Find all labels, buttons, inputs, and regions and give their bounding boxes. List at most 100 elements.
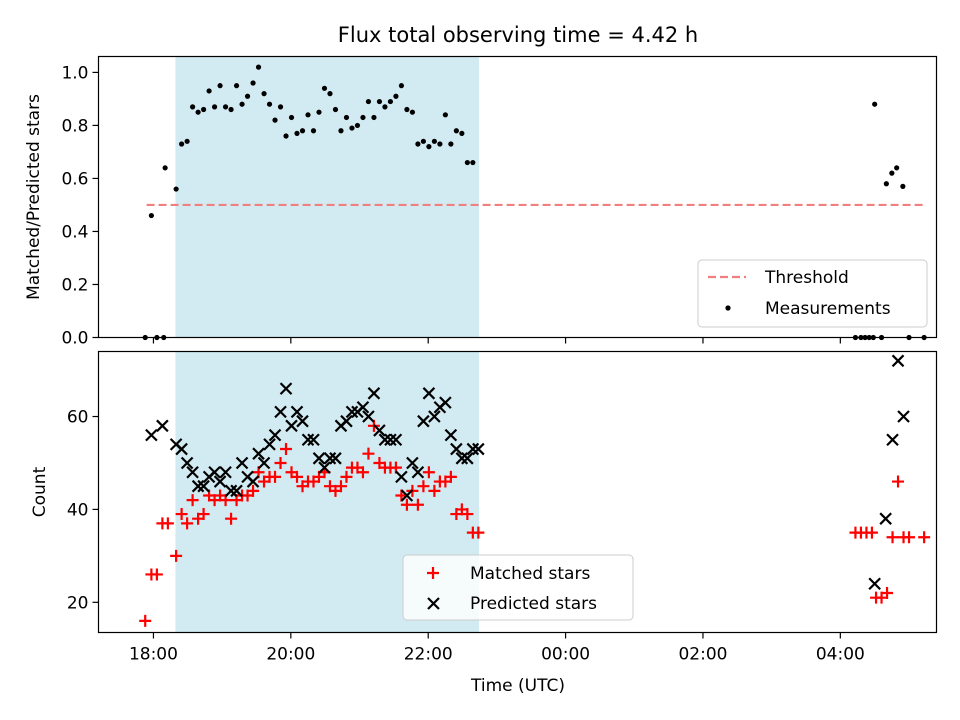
x-tick-label: 20:00 <box>266 645 315 665</box>
predicted-legend-swatch <box>427 597 440 610</box>
y-tick-label: 60 <box>67 408 89 428</box>
predicted-star-marker <box>362 410 375 423</box>
measurement-point <box>409 109 416 115</box>
matched-star-marker <box>161 517 174 530</box>
bottom-y-axis: 20 40 60 <box>67 408 99 613</box>
predicted-star-marker <box>208 465 221 479</box>
predicted-stars-points <box>145 354 910 591</box>
measurement-point <box>244 93 251 99</box>
matched-star-marker <box>274 456 287 469</box>
measurement-point <box>382 104 388 110</box>
predicted-star-marker <box>191 479 205 493</box>
matched-star-marker <box>444 470 457 483</box>
matched-star-marker <box>139 614 152 627</box>
measurement-point <box>872 101 878 107</box>
predicted-star-marker <box>444 428 458 442</box>
measurement-point <box>387 98 394 105</box>
matched-star-marker <box>400 498 413 511</box>
measurement-point <box>420 138 426 144</box>
predicted-star-marker <box>466 442 480 456</box>
predicted-star-marker <box>340 414 353 428</box>
predicted-star-marker <box>186 465 199 479</box>
measurement-point <box>217 83 223 89</box>
predicted-star-marker <box>268 428 282 442</box>
measurement-point <box>200 106 207 113</box>
matched-star-marker <box>197 508 210 521</box>
predicted-star-marker <box>197 479 210 493</box>
measurement-point <box>415 141 421 147</box>
matched-star-marker <box>280 443 293 456</box>
predicted-star-marker <box>235 456 249 470</box>
measurement-point <box>162 165 168 171</box>
predicted-star-marker <box>175 442 188 456</box>
measurement-point <box>883 181 889 187</box>
measurement-point <box>184 138 190 144</box>
measurement-point <box>393 93 399 99</box>
measurements-legend-swatch <box>725 305 731 311</box>
matched-star-marker <box>291 470 304 483</box>
measurement-point <box>283 133 289 139</box>
matched-star-marker <box>892 475 905 488</box>
predicted-star-marker <box>296 414 309 428</box>
predicted-star-marker <box>417 414 430 428</box>
predicted-star-marker <box>461 452 474 465</box>
measurement-point <box>261 91 267 97</box>
measurement-point <box>894 165 900 171</box>
matched-star-marker <box>865 526 878 539</box>
predicted-star-marker <box>356 400 370 414</box>
matched-star-marker <box>417 480 430 493</box>
matched-star-marker <box>886 531 899 544</box>
predicted-legend-label: Predicted stars <box>470 594 597 614</box>
measurement-point <box>288 114 295 121</box>
measurement-point <box>448 141 454 147</box>
measurement-point <box>426 144 432 150</box>
predicted-star-marker <box>145 428 158 442</box>
matched-star-marker <box>247 484 260 497</box>
predicted-star-marker <box>395 470 408 484</box>
predicted-star-marker <box>252 447 265 460</box>
predicted-star-marker <box>411 465 425 479</box>
measurement-points <box>142 64 927 341</box>
measurement-point <box>332 106 339 113</box>
bottom-x-axis: 18:00 20:00 22:00 00:00 02:00 04:00 <box>129 632 865 665</box>
top-legend-box <box>697 259 928 328</box>
matched-legend-label: Matched stars <box>470 564 590 584</box>
predicted-star-marker <box>279 382 293 395</box>
matched-star-marker <box>411 498 424 511</box>
measurement-point <box>470 159 476 166</box>
matched-star-marker <box>225 512 238 525</box>
measurement-point <box>173 186 179 192</box>
y-tick-label: 0.8 <box>61 116 88 136</box>
y-tick-label: 0.6 <box>61 169 88 189</box>
x-tick-label: 00:00 <box>541 645 590 665</box>
predicted-star-marker <box>290 405 304 419</box>
matched-star-marker <box>903 531 916 544</box>
measurement-point <box>294 130 300 136</box>
measurement-point <box>190 104 196 110</box>
x-tick-label: 22:00 <box>404 645 453 665</box>
predicted-star-marker <box>378 433 392 447</box>
y-tick-label: 20 <box>67 593 89 613</box>
predicted-star-marker <box>219 465 232 479</box>
x-tick-label: 04:00 <box>816 645 865 665</box>
bottom-legend: Matched stars Predicted stars <box>402 554 634 621</box>
predicted-star-marker <box>224 484 238 498</box>
predicted-star-marker <box>180 456 194 470</box>
top-x-ticks <box>152 337 841 344</box>
observing-window-shade-top <box>175 56 480 338</box>
matched-star-marker <box>340 470 353 483</box>
measurement-point <box>272 117 278 123</box>
measurement-point <box>179 141 185 147</box>
measurement-point <box>233 83 240 89</box>
matched-star-marker <box>472 526 485 539</box>
matched-star-marker <box>881 587 894 600</box>
matched-star-marker <box>175 508 188 521</box>
threshold-legend-label: Threshold <box>764 268 849 288</box>
measurement-point <box>442 112 448 118</box>
matched-star-marker <box>181 517 194 530</box>
x-tick-label: 18:00 <box>129 645 178 665</box>
measurement-point <box>148 212 154 219</box>
predicted-star-marker <box>422 387 436 400</box>
predicted-star-marker <box>891 354 905 368</box>
chart-title: Flux total observing time = 4.42 h <box>338 23 698 47</box>
